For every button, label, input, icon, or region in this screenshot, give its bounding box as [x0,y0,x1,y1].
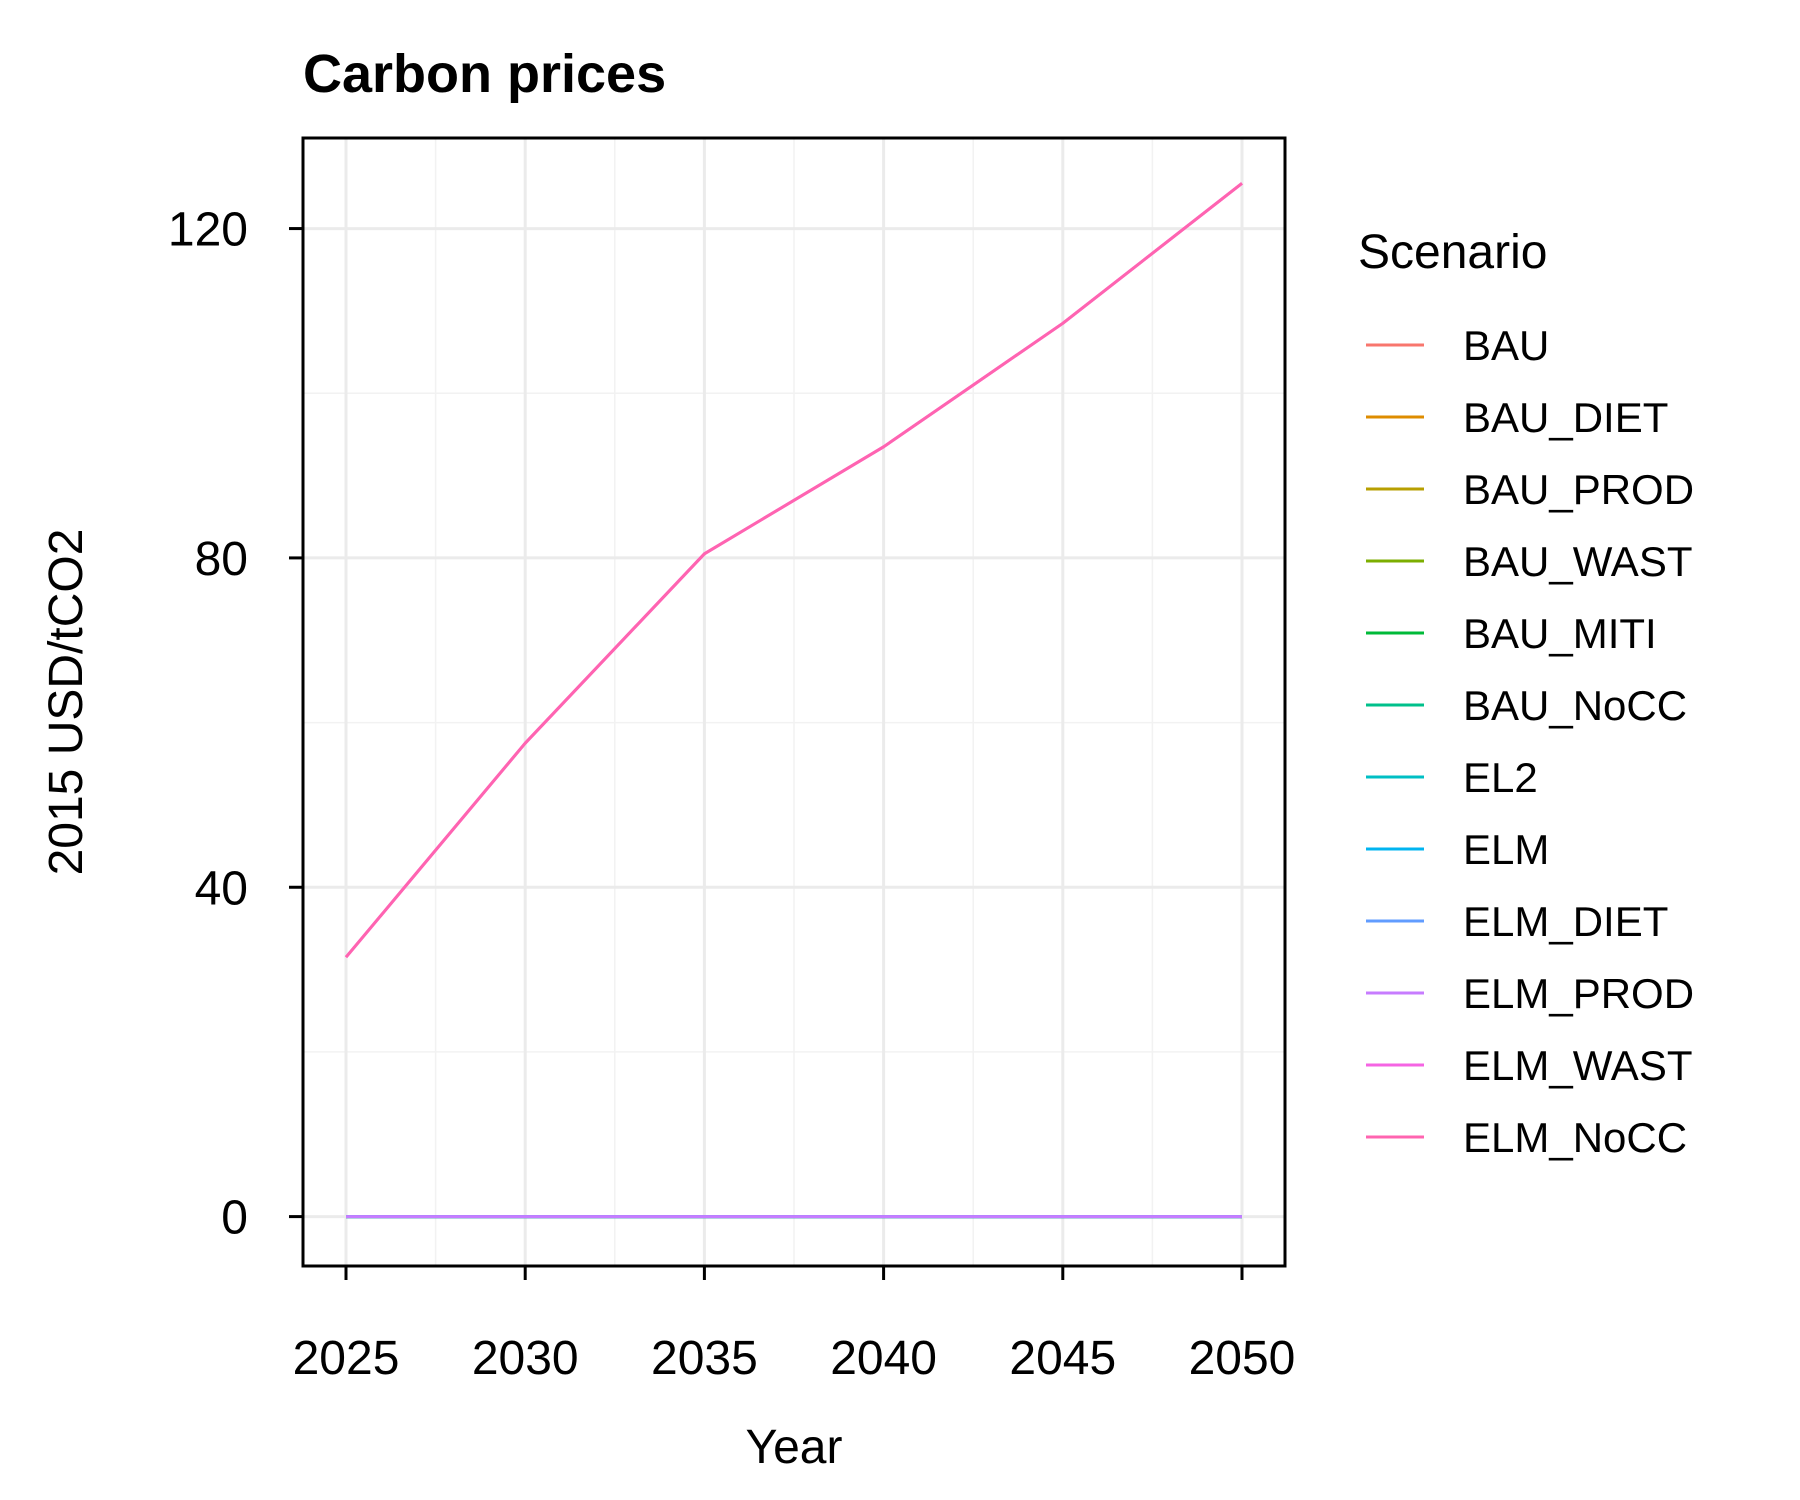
grid [303,138,1285,1266]
legend-label-elm: ELM [1463,826,1549,873]
x-axis-title: Year [746,1421,843,1474]
x-tick-label: 2045 [1009,1332,1116,1385]
legend-title: Scenario [1358,226,1547,279]
series-lines [344,182,1243,1219]
legend-label-elm-wast: ELM_WAST [1463,1042,1692,1089]
legend-label-el2: EL2 [1463,754,1538,801]
y-axis-title: 2015 USD/tCO2 [40,529,93,876]
legend-label-bau-nocc: BAU_NoCC [1463,682,1687,729]
x-axis: 2025 2030 2035 2040 2045 2050 [293,1266,1296,1385]
y-axis: 0 40 80 120 [168,204,303,1245]
legend-label-bau-diet: BAU_DIET [1463,394,1668,441]
x-tick-label: 2025 [293,1332,400,1385]
plot-panel-border [301,136,1287,1268]
y-tick-label: 0 [221,1192,248,1245]
legend: Scenario BAU BAU_DIET BAU_PROD BAU_WAST BAU_… [1358,226,1694,1161]
y-tick-label: 120 [168,204,248,257]
y-tick-label: 40 [195,862,248,915]
x-tick-label: 2050 [1189,1332,1296,1385]
legend-label-bau-wast: BAU_WAST [1463,538,1692,585]
legend-label-elm-prod: ELM_PROD [1463,970,1694,1017]
series-line-elm-nocc [344,182,1243,959]
legend-label-elm-diet: ELM_DIET [1463,898,1668,945]
x-tick-label: 2035 [651,1332,758,1385]
legend-label-bau-miti: BAU_MITI [1463,610,1657,657]
legend-label-bau: BAU [1463,322,1549,369]
x-tick-label: 2030 [472,1332,579,1385]
y-tick-label: 80 [195,533,248,586]
legend-label-elm-nocc: ELM_NoCC [1463,1114,1687,1161]
legend-label-bau-prod: BAU_PROD [1463,466,1694,513]
chart-title: Carbon prices [303,44,666,104]
x-tick-label: 2040 [830,1332,937,1385]
